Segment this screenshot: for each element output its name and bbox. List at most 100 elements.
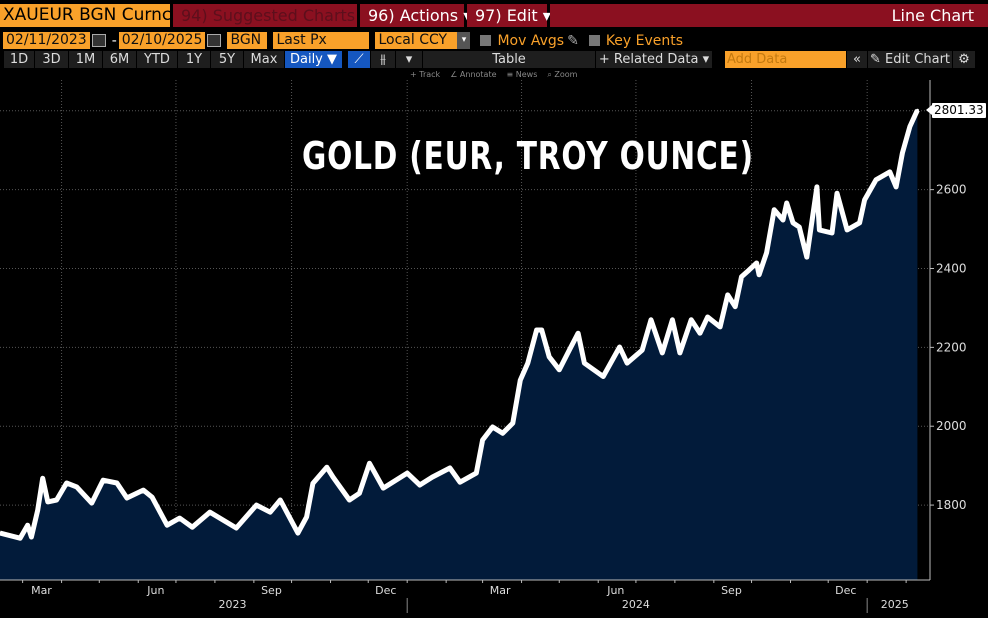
data-point <box>278 498 282 502</box>
data-point <box>815 185 819 189</box>
data-point <box>325 465 329 469</box>
data-point <box>296 531 300 535</box>
data-point <box>835 191 839 195</box>
news-tool[interactable]: ≡ News <box>506 70 538 79</box>
data-point <box>90 501 94 505</box>
suggested-charts-menu[interactable]: 94) Suggested Charts ▾ <box>173 4 368 27</box>
data-point <box>640 348 644 352</box>
collapse-icon[interactable]: « <box>847 51 867 68</box>
zoom-tool[interactable]: ⌕ Zoom <box>547 70 578 79</box>
pencil-icon[interactable]: ✎ <box>567 32 579 49</box>
source-field[interactable]: BGN <box>227 32 268 49</box>
data-point <box>367 461 371 465</box>
data-point <box>765 251 769 255</box>
annotate-tool[interactable]: ∠ Annotate <box>450 70 497 79</box>
data-point <box>535 328 539 332</box>
data-point <box>405 471 409 475</box>
data-point <box>900 151 904 155</box>
data-point <box>567 348 571 352</box>
data-point <box>739 275 743 279</box>
gear-icon[interactable]: ⚙ <box>953 51 975 68</box>
data-point <box>150 495 154 499</box>
year-label: 2023 <box>219 598 247 611</box>
data-point <box>894 185 898 189</box>
data-point <box>491 425 495 429</box>
controls-bar: 02/11/2023 - 02/10/2025 BGN Last Px Loca… <box>3 32 683 49</box>
data-point <box>234 526 238 530</box>
data-point <box>830 231 834 235</box>
data-point <box>601 375 605 379</box>
data-point <box>726 293 730 297</box>
x-tick-label: Jun <box>606 584 624 597</box>
data-point <box>557 368 561 372</box>
period-6m[interactable]: 6M <box>103 51 136 68</box>
line-chart-icon[interactable]: ⟋ <box>348 51 370 68</box>
track-tool[interactable]: + Track <box>410 70 441 79</box>
period-5y[interactable]: 5Y <box>211 51 243 68</box>
data-point <box>547 355 551 359</box>
data-point <box>863 198 867 202</box>
currency-select[interactable]: Local CCY <box>375 32 458 49</box>
mov-avgs-checkbox[interactable] <box>480 35 492 46</box>
data-point <box>858 221 862 225</box>
x-tick-label: Dec <box>375 584 396 597</box>
chevron-down-icon[interactable]: ▾ <box>396 51 422 68</box>
period-3d[interactable]: 3D <box>35 51 68 68</box>
x-tick-label: Mar <box>31 584 52 597</box>
actions-menu[interactable]: 96) Actions ▾ <box>360 4 471 27</box>
period-1m[interactable]: 1M <box>69 51 102 68</box>
frequency-select[interactable]: Daily ▼ <box>285 51 342 68</box>
data-point <box>582 361 586 365</box>
data-point <box>357 491 361 495</box>
mov-avgs-label: Mov Avgs <box>497 32 565 49</box>
data-point <box>448 466 452 470</box>
data-point <box>430 475 434 479</box>
data-point <box>706 315 710 319</box>
data-point <box>670 318 674 322</box>
period-1y[interactable]: 1Y <box>178 51 210 68</box>
chevron-down-icon[interactable]: ▾ <box>457 32 471 49</box>
data-point <box>772 208 776 212</box>
data-point <box>458 480 462 484</box>
data-point <box>481 438 485 442</box>
end-date-input[interactable]: 02/10/2025 <box>118 32 206 49</box>
y-tick-label: 2000 <box>936 419 967 433</box>
calendar-icon[interactable] <box>91 34 106 47</box>
field-selector[interactable]: Last Px <box>273 32 370 49</box>
table-button[interactable]: Table <box>423 51 595 68</box>
data-point <box>817 228 821 232</box>
data-point <box>254 503 258 507</box>
data-point <box>268 510 272 514</box>
data-point <box>908 125 912 129</box>
edit-chart-button[interactable]: ✎ Edit Chart <box>868 51 952 68</box>
key-events-checkbox[interactable] <box>588 35 600 46</box>
bar-chart-icon[interactable]: ⫵ <box>371 51 395 68</box>
period-ytd[interactable]: YTD <box>137 51 177 68</box>
data-point <box>18 536 22 540</box>
data-point <box>141 488 145 492</box>
data-point <box>474 471 478 475</box>
last-price-tag: 2801.33 <box>926 103 986 118</box>
x-tick-label: Jun <box>146 584 164 597</box>
data-point <box>755 261 759 265</box>
chart-type-label: Line Chart <box>550 4 988 27</box>
key-events-label: Key Events <box>605 32 684 49</box>
start-date-input[interactable]: 02/11/2023 <box>3 32 90 49</box>
pencil-icon: ✎ <box>869 52 885 67</box>
edit-menu[interactable]: 97) Edit ▾ <box>467 4 551 27</box>
add-data-input[interactable]: Add Data <box>725 51 846 68</box>
edit-chart-label: Edit Chart <box>884 52 951 67</box>
x-tick-label: Mar <box>490 584 511 597</box>
calendar-icon[interactable] <box>207 34 222 47</box>
data-point <box>915 108 919 112</box>
ticker-field[interactable]: XAUEUR BGN Curncy <box>0 4 181 27</box>
data-point <box>540 328 544 332</box>
year-label: 2025 <box>881 598 909 611</box>
data-point <box>797 225 801 229</box>
date-separator: - <box>111 32 117 49</box>
period-1d[interactable]: 1D <box>4 51 34 68</box>
data-point <box>41 476 45 480</box>
period-max[interactable]: Max <box>244 51 284 68</box>
related-data-button[interactable]: + Related Data ▾ <box>596 51 712 68</box>
